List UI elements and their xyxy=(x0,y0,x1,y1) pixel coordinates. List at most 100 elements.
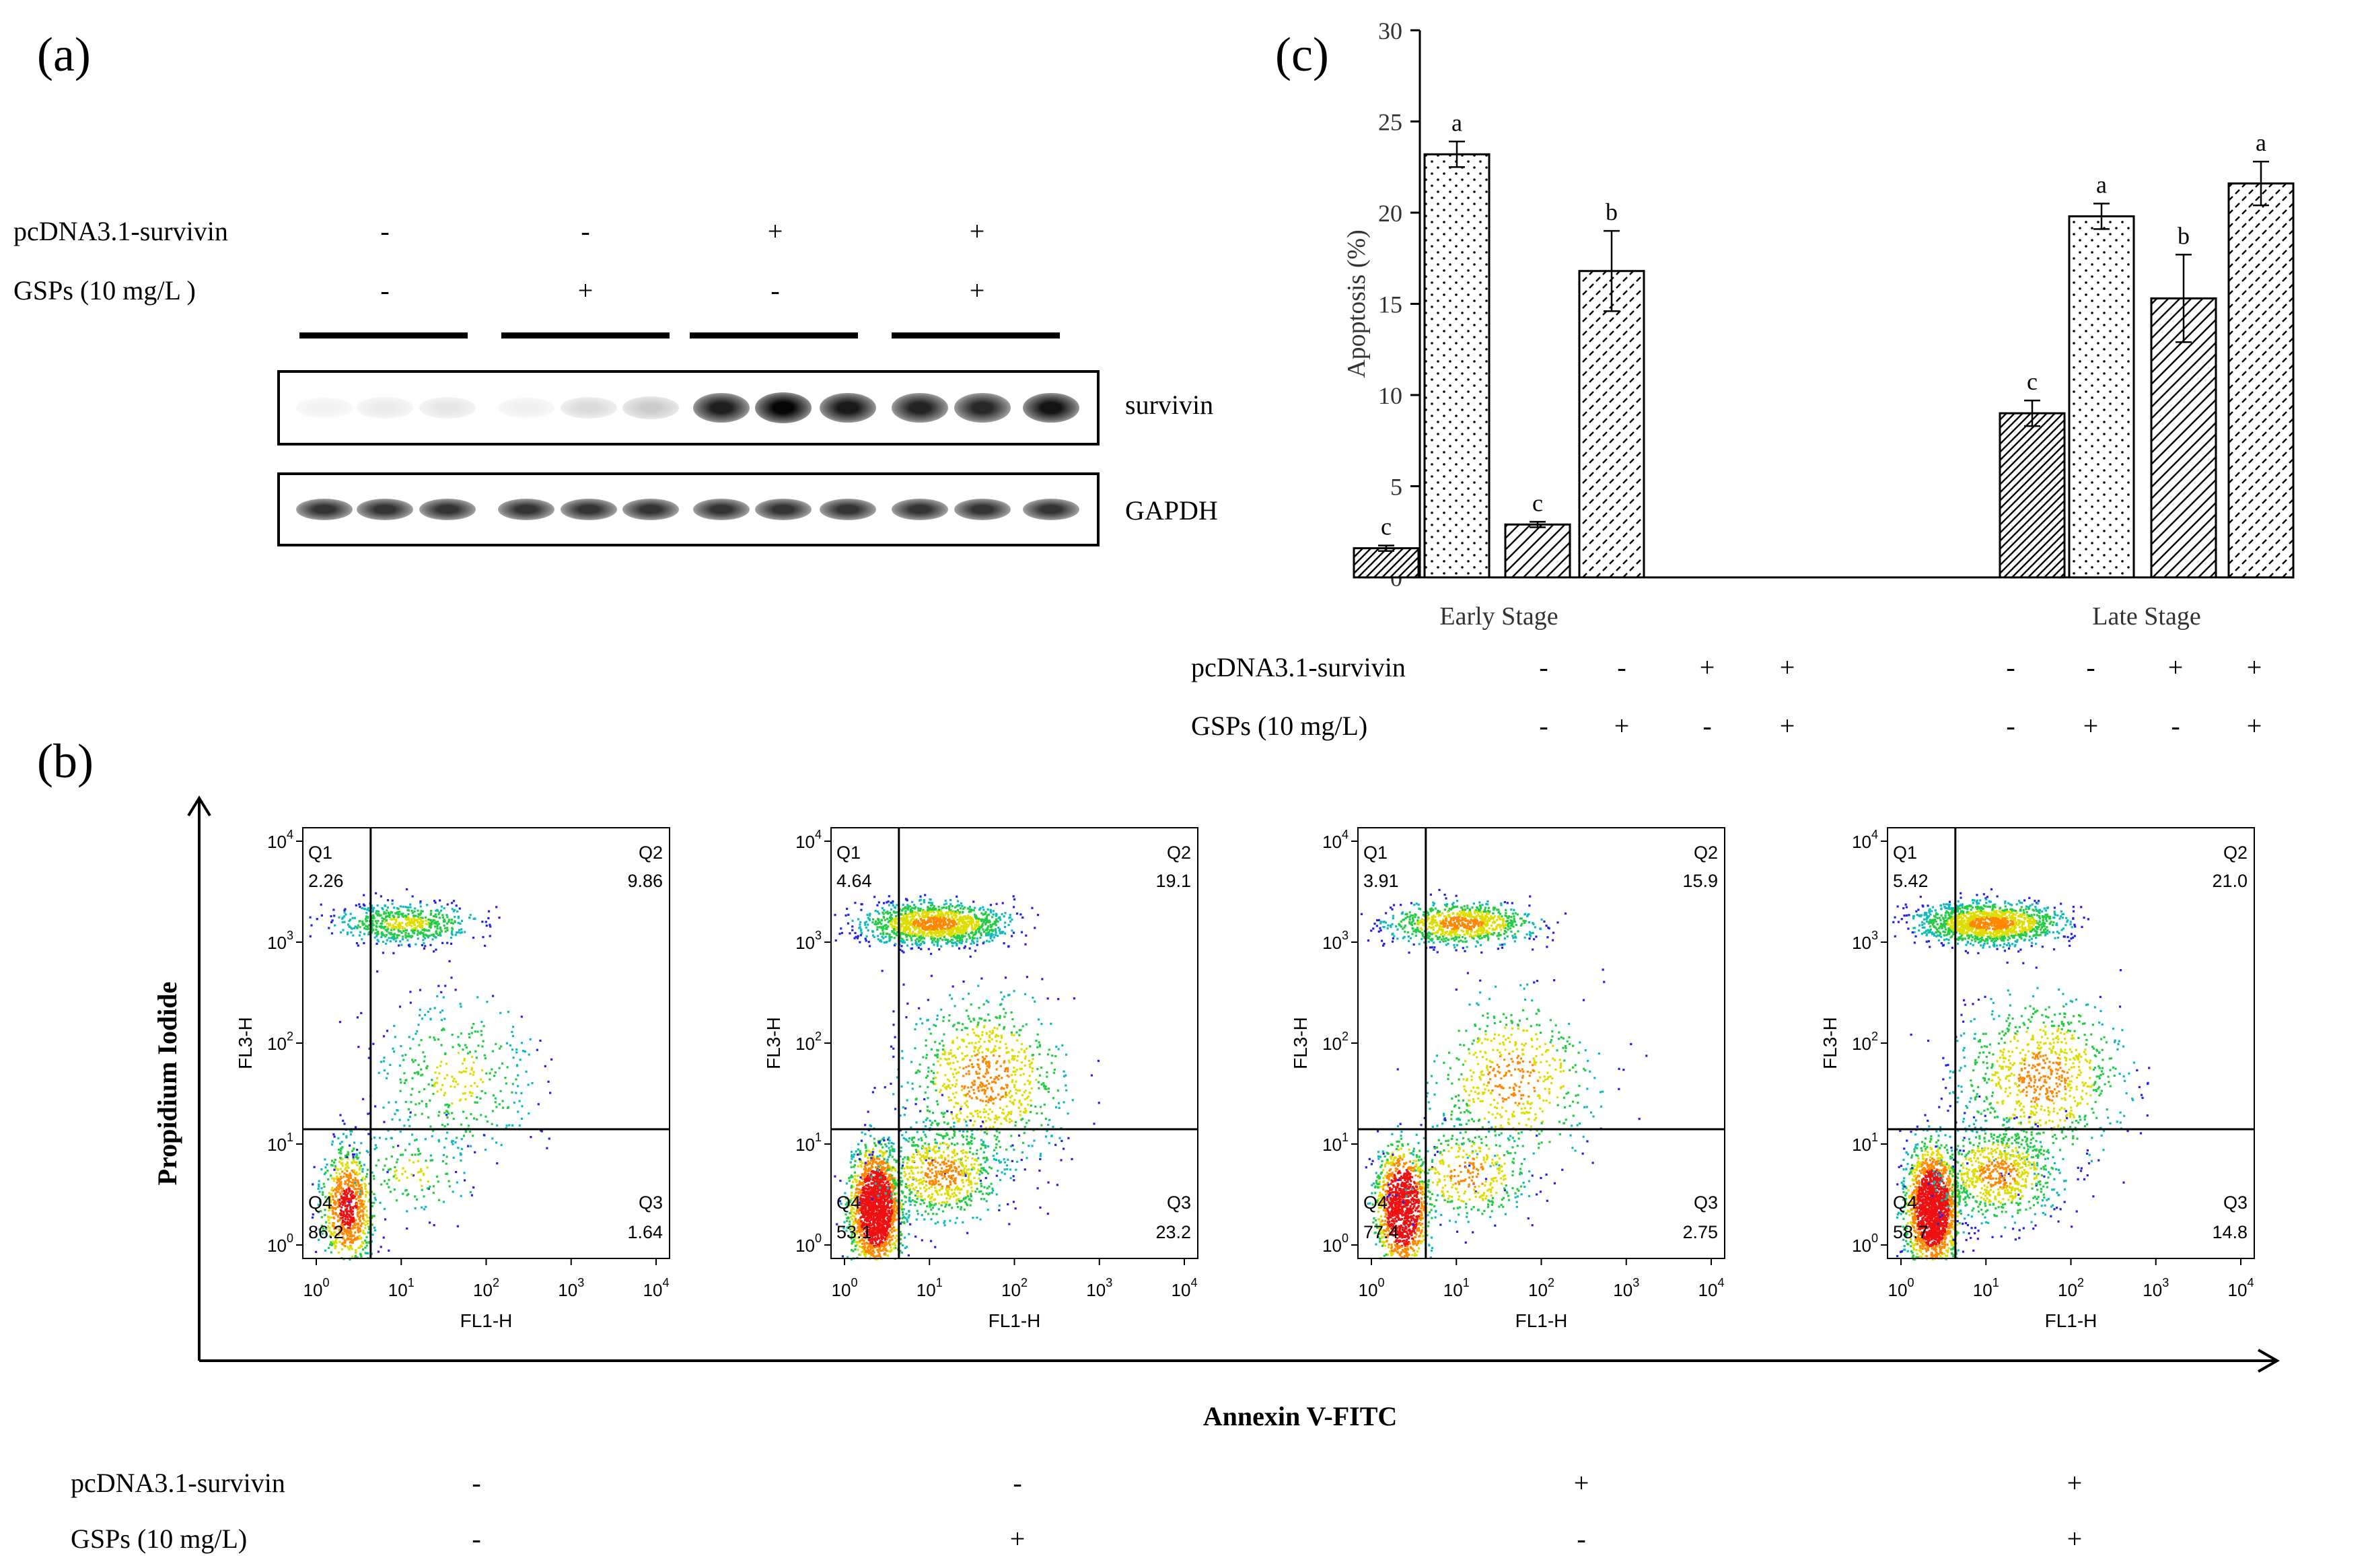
x-tick-label: 104 xyxy=(2228,1276,2254,1300)
y-tick-label: 102 xyxy=(267,1030,293,1054)
x-tick-label: 100 xyxy=(1359,1276,1385,1300)
group-bar xyxy=(299,332,468,338)
event-dots xyxy=(1360,888,1648,1260)
wb-sign: + xyxy=(767,216,783,246)
quadrant-value-q2: 9.86 xyxy=(627,871,663,891)
flow-treat-sign: + xyxy=(1009,1524,1026,1554)
survivin-band xyxy=(1023,392,1079,423)
x-axis-label: FL1-H xyxy=(460,1310,513,1331)
y-tick-label: 20 xyxy=(1378,200,1402,227)
wb-row-label-plasmid: pcDNA3.1-survivin xyxy=(13,216,228,246)
wb-sign: - xyxy=(770,275,780,306)
gapdh-band xyxy=(693,499,750,520)
gapdh-band xyxy=(892,499,948,520)
survivin-band xyxy=(622,396,679,419)
y-tick-label: 103 xyxy=(1322,929,1349,953)
gapdh-band xyxy=(954,499,1011,520)
gapdh-band xyxy=(755,499,812,520)
flow-y-title: Propidium Iodide xyxy=(152,982,182,1186)
survivin-blot xyxy=(277,370,1100,446)
bar-row-label-gsps: GSPs (10 mg/L) xyxy=(1191,711,1368,741)
x-tick-label: 102 xyxy=(2058,1276,2084,1300)
group-bar xyxy=(690,332,858,338)
flow-plot: 100 100 101 101 102 102 103 103 104 104 FL1-H FL3-H… xyxy=(1820,827,2255,1331)
y-tick-label: 101 xyxy=(1322,1131,1349,1155)
event-dots xyxy=(309,888,553,1261)
quadrant-value-q3: 1.64 xyxy=(627,1222,663,1242)
quadrant-value-q4: 86.2 xyxy=(308,1222,344,1242)
y-tick-label: 100 xyxy=(795,1232,822,1256)
y-tick-label: 10 xyxy=(1378,382,1402,409)
y-tick-label: 30 xyxy=(1378,17,1402,44)
quadrant-value-q2: 15.9 xyxy=(1682,871,1718,891)
y-tick-label: 104 xyxy=(1852,828,1878,852)
y-tick-label: 101 xyxy=(795,1131,822,1155)
bar xyxy=(1353,547,1420,579)
quadrant-name-q4: Q4 xyxy=(836,1192,861,1213)
x-tick-label: 104 xyxy=(643,1276,670,1300)
x-tick-label: 103 xyxy=(2143,1276,2169,1300)
panel-label-a: (a) xyxy=(37,28,91,81)
panel-label-c: (c) xyxy=(1275,28,1329,81)
x-tick-label: 103 xyxy=(1086,1276,1112,1300)
quadrant-value-q2: 21.0 xyxy=(2212,871,2248,891)
flow-plot: 100 100 101 101 102 102 103 103 104 104 FL1-H FL3-H… xyxy=(235,827,670,1331)
y-axis-label: Apoptosis (%) xyxy=(1342,229,1371,378)
flow-plot: 100 100 101 101 102 102 103 103 104 104 FL1-H FL3-H… xyxy=(763,827,1198,1331)
x-tick-label: 101 xyxy=(388,1276,415,1300)
quadrant-name-q2: Q2 xyxy=(1694,843,1718,863)
y-tick-label: 100 xyxy=(267,1232,293,1256)
x-tick-label: 100 xyxy=(832,1276,858,1300)
x-tick-label: 104 xyxy=(1172,1276,1198,1300)
bar-treat-sign: - xyxy=(2006,652,2015,682)
outer-x-arrow xyxy=(2258,1349,2281,1373)
significance-letter: c xyxy=(1532,489,1543,516)
quadrant-value-q3: 23.2 xyxy=(1155,1222,1191,1242)
quadrant-value-q3: 2.75 xyxy=(1682,1222,1718,1242)
quadrant-value-q1: 2.26 xyxy=(308,871,344,891)
y-tick-label: 100 xyxy=(1852,1232,1878,1256)
bar-treat-sign: - xyxy=(2006,711,2015,741)
quadrant-name-q1: Q1 xyxy=(1893,843,1917,863)
bar-treat-sign: - xyxy=(1617,652,1626,682)
y-tick-label: 101 xyxy=(267,1131,293,1155)
x-tick-label: 101 xyxy=(1443,1276,1470,1300)
quadrant-name-q1: Q1 xyxy=(836,843,861,863)
significance-letter: b xyxy=(1606,199,1618,225)
x-axis-label: FL1-H xyxy=(1515,1310,1568,1331)
group-bar xyxy=(892,332,1060,338)
y-axis-label: FL3-H xyxy=(1290,1017,1311,1069)
flow-row-label-plasmid: pcDNA3.1-survivin xyxy=(71,1468,285,1498)
quadrant-name-q4: Q4 xyxy=(308,1192,332,1213)
quadrant-name-q3: Q3 xyxy=(639,1192,663,1213)
quadrant-name-q1: Q1 xyxy=(1363,843,1388,863)
bar-treat-sign: + xyxy=(2246,711,2262,741)
y-tick-label: 103 xyxy=(267,929,293,953)
quadrant-name-q3: Q3 xyxy=(2223,1192,2248,1213)
category-label: Early Stage xyxy=(1439,602,1558,631)
flow-plot: 100 100 101 101 102 102 103 103 104 104 FL1-H FL3-H… xyxy=(1290,827,1725,1331)
y-axis-label: FL3-H xyxy=(235,1017,256,1069)
wb-sign: - xyxy=(581,216,590,246)
y-tick-label: 104 xyxy=(795,828,822,852)
wb-sign: + xyxy=(577,275,594,306)
gapdh-band xyxy=(820,499,876,520)
bar xyxy=(1578,270,1645,579)
quadrant-name-q3: Q3 xyxy=(1694,1192,1718,1213)
bar-treat-sign: - xyxy=(2086,652,2095,682)
group-bar xyxy=(501,332,670,338)
gapdh-band xyxy=(622,499,679,520)
survivin-band xyxy=(954,393,1011,423)
flow-x-title: Annexin V-FITC xyxy=(1203,1401,1398,1431)
x-tick-label: 102 xyxy=(473,1276,499,1300)
quadrant-name-q2: Q2 xyxy=(2223,843,2248,863)
flow-row-label-gsps: GSPs (10 mg/L) xyxy=(71,1524,248,1554)
flow-treat-sign: + xyxy=(2067,1468,2083,1498)
bar-treat-sign: + xyxy=(2167,652,2184,682)
wb-sign: - xyxy=(380,216,390,246)
flow-treat-sign: + xyxy=(1573,1468,1589,1498)
significance-letter: c xyxy=(1381,513,1392,540)
wb-sign: - xyxy=(380,275,390,306)
